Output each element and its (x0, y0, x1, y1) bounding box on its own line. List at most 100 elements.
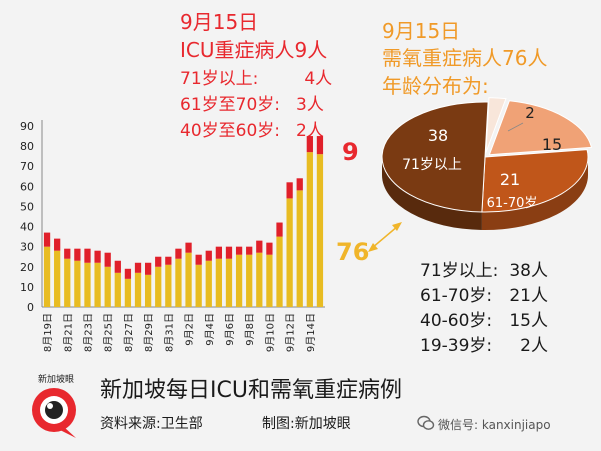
bar-icu (185, 242, 192, 253)
pie-value-label: 38 (428, 126, 448, 145)
bar-oxygen (256, 252, 263, 307)
x-tick-label: 8月19日 (42, 313, 54, 352)
pie-slice-71plus-side (382, 157, 482, 230)
icu-total: ICU重症病人9人 (180, 38, 328, 62)
bar-oxygen (54, 250, 61, 307)
bar-icu (43, 232, 51, 247)
oxygen-total: 需氧重症病人76人 (382, 46, 548, 70)
y-tick-label: 90 (20, 120, 34, 133)
oxygen-date: 9月15日 (382, 19, 461, 43)
y-tick-label: 70 (20, 160, 34, 173)
bar-icu (276, 222, 283, 237)
bar-oxygen (84, 262, 91, 307)
x-tick-label: 9月6日 (224, 313, 236, 346)
bar-icu (144, 262, 152, 275)
bar-oxygen (64, 258, 71, 307)
bar-oxygen (215, 258, 223, 307)
x-tick-label: 8月21日 (62, 313, 74, 352)
bar-icu (84, 248, 91, 263)
bar-oxygen (155, 266, 162, 307)
x-tick-label: 9月12日 (285, 313, 297, 352)
y-tick-label: 40 (20, 221, 34, 234)
brand-logo-icon: 新加坡眼 (32, 373, 76, 438)
bar-oxygen (235, 254, 243, 307)
pie-chart: 38 71岁以上 21 61-70岁 15 2 (381, 97, 593, 230)
bar-icu (215, 246, 223, 259)
age-row-value: 15人 (509, 311, 548, 331)
icu-row-label: 40岁至60岁: (180, 121, 280, 141)
bar-oxygen (124, 278, 132, 307)
x-tick-label: 9月10日 (264, 313, 276, 352)
x-tick-label: 9月4日 (204, 313, 216, 346)
x-tick-label: 8月27日 (123, 313, 135, 352)
bar-icu (195, 254, 202, 265)
y-tick-label: 20 (20, 261, 34, 274)
age-row-label: 71岁以上: (420, 261, 499, 281)
age-row-40-60: 40-60岁: 15人 (420, 306, 548, 331)
bar-oxygen (144, 274, 152, 307)
bar-icu (316, 136, 324, 155)
oxygen-subtitle: 年龄分布为: (382, 74, 489, 98)
bar-oxygen (94, 262, 101, 307)
pie-category-label: 61-70岁 (487, 196, 538, 211)
pie-slice-71plus (381, 101, 489, 213)
x-tick-label: 8月31日 (163, 313, 175, 352)
bar-oxygen (134, 272, 142, 307)
callout-arrow-icon (368, 222, 402, 252)
age-row-71plus: 71岁以上: 38人 (420, 256, 548, 281)
bar-oxygen (225, 258, 233, 307)
bar-icu (124, 268, 132, 279)
bar-icu (296, 178, 303, 191)
bar-icu (256, 240, 263, 253)
age-row-label: 40-60岁: (420, 311, 493, 331)
age-row-value: 2人 (520, 336, 548, 356)
x-tick-label: 8月23日 (82, 313, 94, 352)
bar-oxygen (286, 198, 293, 307)
bar-oxygen (43, 246, 51, 307)
pie-category-label: 71岁以上 (402, 157, 462, 173)
pie-slice-19-39 (485, 97, 507, 153)
bar-icu (165, 256, 172, 265)
bar-icu (246, 246, 253, 255)
bar-oxygen (104, 266, 111, 307)
pie-slice-61-70-side (481, 157, 588, 230)
y-tick-label: 50 (20, 200, 34, 213)
age-row-61-70: 61-70岁: 21人 (420, 281, 548, 306)
bar-chart: 0 10 20 30 40 50 60 70 80 90 8月19日 8月21日 8月23日 8月25日 8… (20, 120, 325, 352)
icu-row-61-70: 61岁至70岁: 3人 (180, 90, 324, 115)
bar-oxygen (185, 252, 192, 307)
bar-oxygen (306, 152, 313, 307)
y-tick-label: 0 (27, 301, 34, 314)
x-tick-label: 9月2日 (184, 313, 196, 346)
bar-oxygen (74, 260, 81, 307)
bar-icu (306, 136, 313, 153)
pie-value-label: 21 (500, 170, 520, 189)
y-tick-label: 60 (20, 180, 34, 193)
age-row-value: 38人 (509, 261, 548, 281)
bar-icu (74, 248, 81, 261)
bar-icu (134, 262, 142, 273)
made-by: 制图:新加坡眼 (262, 416, 351, 432)
bar-oxygen (266, 254, 273, 307)
icu-latest-callout: 9 (342, 138, 359, 166)
bar-icu (155, 256, 162, 267)
bar-oxygen (195, 264, 202, 307)
bar-oxygen (276, 236, 283, 307)
data-source: 资料来源:卫生部 (100, 416, 203, 432)
y-tick-label: 10 (20, 281, 34, 294)
bar-icu (235, 246, 243, 255)
bar-icu (64, 248, 71, 259)
bar-oxygen (175, 258, 182, 307)
icu-row-label: 71岁以上: (180, 69, 259, 89)
y-tick-label: 30 (20, 241, 34, 254)
y-tick-label: 80 (20, 140, 34, 153)
bar-oxygen (316, 154, 324, 307)
bar-oxygen (114, 272, 121, 307)
wechat-icon (417, 415, 435, 430)
icu-row-40-60: 40岁至60岁: 2人 (180, 116, 324, 141)
icu-row-label: 61岁至70岁: (180, 95, 280, 115)
oxygen-latest-callout: 76 (336, 238, 370, 266)
bar-icu (205, 250, 212, 261)
icu-row-value: 2人 (296, 121, 324, 141)
